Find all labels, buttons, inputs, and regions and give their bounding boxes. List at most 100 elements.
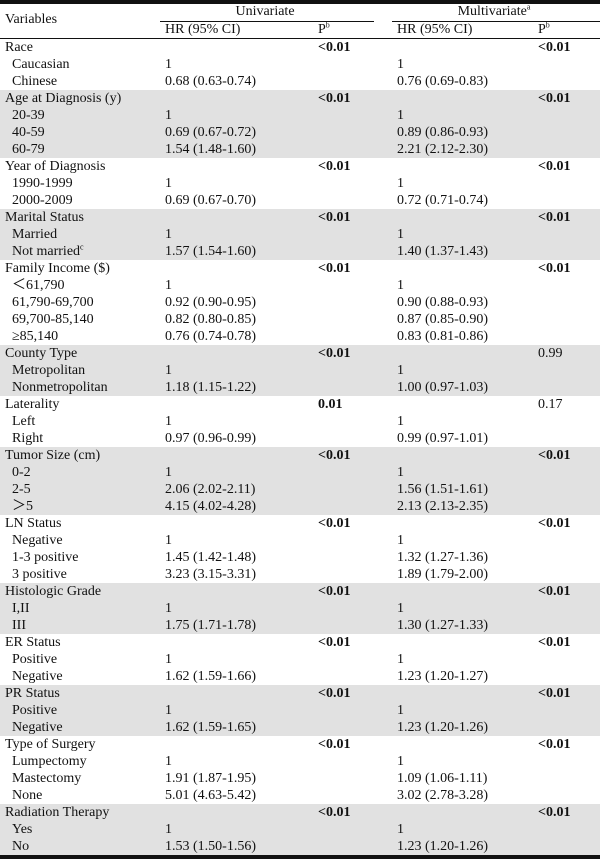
- header-multivariate-label: Multivariate: [457, 4, 527, 19]
- category-text: Married: [12, 227, 58, 242]
- p-value-multivariate: 0.17: [538, 397, 563, 412]
- variable-group: Race <0.01 <0.01 Caucasian 1 1 Chinese 0.68 (0.…: [0, 39, 600, 90]
- category-text: Chinese: [12, 74, 58, 89]
- hr-multivariate: 1.00 (0.97-1.03): [397, 380, 488, 395]
- variable-group: ER Status <0.01 <0.01 Positive 1 1 Negative 1.6…: [0, 634, 600, 685]
- hr-univariate: 0.82 (0.80-0.85): [165, 312, 256, 327]
- table-row: Negative 1.62 (1.59-1.66) 1.23 (1.20-1.27): [0, 668, 600, 685]
- hr-univariate: 3.23 (3.15-3.31): [165, 567, 256, 582]
- variable-group: LN Status <0.01 <0.01 Negative 1 1 1-3 positiv…: [0, 515, 600, 583]
- hr-multivariate: 0.72 (0.71-0.74): [397, 193, 488, 208]
- table-row: 69,700-85,140 0.82 (0.80-0.85) 0.87 (0.85-…: [0, 311, 600, 328]
- hr-univariate: 1.57 (1.54-1.60): [165, 244, 256, 259]
- table-row: Chinese 0.68 (0.63-0.74) 0.76 (0.69-0.83): [0, 73, 600, 90]
- p-value-univariate: <0.01: [318, 686, 351, 701]
- hr-multivariate: 0.99 (0.97-1.01): [397, 431, 488, 446]
- p-value-multivariate: <0.01: [538, 210, 571, 225]
- group-label: Marital Status: [5, 210, 84, 225]
- category-text: Right: [12, 431, 44, 446]
- group-label: ER Status: [5, 635, 61, 650]
- group-label: Race: [5, 40, 33, 55]
- category-label: Nonmetropolitan: [12, 379, 108, 396]
- category-label: 40-59: [12, 124, 45, 141]
- group-label: Histologic Grade: [5, 584, 102, 599]
- hr-univariate: 1: [165, 822, 172, 837]
- header-multivariate: Multivariatea: [392, 2, 596, 20]
- category-text: ＞5: [12, 499, 33, 514]
- hr-multivariate: 1: [397, 363, 404, 378]
- table-row: Mastectomy 1.91 (1.87-1.95) 1.09 (1.06-1.1…: [0, 770, 600, 787]
- category-text: Caucasian: [12, 57, 70, 72]
- hr-univariate: 1: [165, 601, 172, 616]
- table-row: Nonmetropolitan 1.18 (1.15-1.22) 1.00 (0.9…: [0, 379, 600, 396]
- hr-univariate: 1: [165, 363, 172, 378]
- category-label: Positive: [12, 651, 57, 668]
- category-text: 1-3 positive: [12, 550, 79, 565]
- category-label: III: [12, 617, 26, 634]
- group-header-row: Year of Diagnosis <0.01 <0.01: [0, 158, 600, 175]
- category-label: None: [12, 787, 42, 804]
- hr-univariate: 1: [165, 108, 172, 123]
- table-row: Right 0.97 (0.96-0.99) 0.99 (0.97-1.01): [0, 430, 600, 447]
- category-label: 69,700-85,140: [12, 311, 94, 328]
- category-text: Not married: [12, 244, 81, 259]
- group-label: Family Income ($): [5, 261, 110, 276]
- p-value-multivariate: <0.01: [538, 635, 571, 650]
- hr-univariate: 1.62 (1.59-1.66): [165, 669, 256, 684]
- group-label: Age at Diagnosis (y): [5, 91, 122, 106]
- category-label: 0-2: [12, 464, 31, 481]
- category-text: ≥85,140: [12, 329, 59, 344]
- bottom-rule: [0, 855, 600, 859]
- p-value-univariate: <0.01: [318, 261, 351, 276]
- category-text: Negative: [12, 720, 63, 735]
- table-row: No 1.53 (1.50-1.56) 1.23 (1.20-1.26): [0, 838, 600, 855]
- hr-univariate: 1: [165, 465, 172, 480]
- table-row: 61,790-69,700 0.92 (0.90-0.95) 0.90 (0.88-…: [0, 294, 600, 311]
- header-multivariate-footnote: a: [526, 2, 531, 12]
- variable-group: Age at Diagnosis (y) <0.01 <0.01 20-39 1 1 40-…: [0, 90, 600, 158]
- table-row: Yes 1 1: [0, 821, 600, 838]
- category-text: Yes: [12, 822, 33, 837]
- group-header-row: ER Status <0.01 <0.01: [0, 634, 600, 651]
- p-value-multivariate: <0.01: [538, 805, 571, 820]
- category-label: No: [12, 838, 29, 855]
- variable-group: Type of Surgery <0.01 <0.01 Lumpectomy 1 1 Mas…: [0, 736, 600, 804]
- table-row: 3 positive 3.23 (3.15-3.31) 1.89 (1.79-2.0…: [0, 566, 600, 583]
- hr-multivariate: 1.23 (1.20-1.27): [397, 669, 488, 684]
- category-text: III: [12, 618, 26, 633]
- hr-univariate: 1: [165, 414, 172, 429]
- hr-multivariate: 1: [397, 227, 404, 242]
- category-label: Left: [12, 413, 35, 430]
- category-label: 3 positive: [12, 566, 67, 583]
- hr-multivariate: 1: [397, 108, 404, 123]
- multivariate-underline: [392, 21, 600, 22]
- hr-multivariate: 1.30 (1.27-1.33): [397, 618, 488, 633]
- hr-multivariate: 0.76 (0.69-0.83): [397, 74, 488, 89]
- category-label: 1990-1999: [12, 175, 73, 192]
- group-label: County Type: [5, 346, 78, 361]
- group-header-row: Radiation Therapy <0.01 <0.01: [0, 804, 600, 821]
- p-value-univariate: <0.01: [318, 210, 351, 225]
- category-label: 1-3 positive: [12, 549, 79, 566]
- category-text: 61,790-69,700: [12, 295, 94, 310]
- group-header-row: Marital Status <0.01 <0.01: [0, 209, 600, 226]
- header-hr-multivariate: HR (95% CI): [397, 22, 473, 37]
- hr-multivariate: 0.90 (0.88-0.93): [397, 295, 488, 310]
- hr-multivariate: 1: [397, 703, 404, 718]
- category-text: Metropolitan: [12, 363, 86, 378]
- hr-univariate: 1: [165, 57, 172, 72]
- hr-univariate: 1: [165, 227, 172, 242]
- hr-univariate: 1: [165, 278, 172, 293]
- hr-univariate: 1: [165, 703, 172, 718]
- p-value-univariate: <0.01: [318, 448, 351, 463]
- hr-multivariate: 1.32 (1.27-1.36): [397, 550, 488, 565]
- category-label: 2-5: [12, 481, 31, 498]
- category-label: Yes: [12, 821, 32, 838]
- group-label: Radiation Therapy: [5, 805, 110, 820]
- hr-multivariate: 1: [397, 465, 404, 480]
- table-row: ＞5 4.15 (4.02-4.28) 2.13 (2.13-2.35): [0, 498, 600, 515]
- table-row: 20-39 1 1: [0, 107, 600, 124]
- category-label: I,II: [12, 600, 30, 617]
- category-text: Mastectomy: [12, 771, 82, 786]
- table-row: ≥85,140 0.76 (0.74-0.78) 0.83 (0.81-0.86): [0, 328, 600, 345]
